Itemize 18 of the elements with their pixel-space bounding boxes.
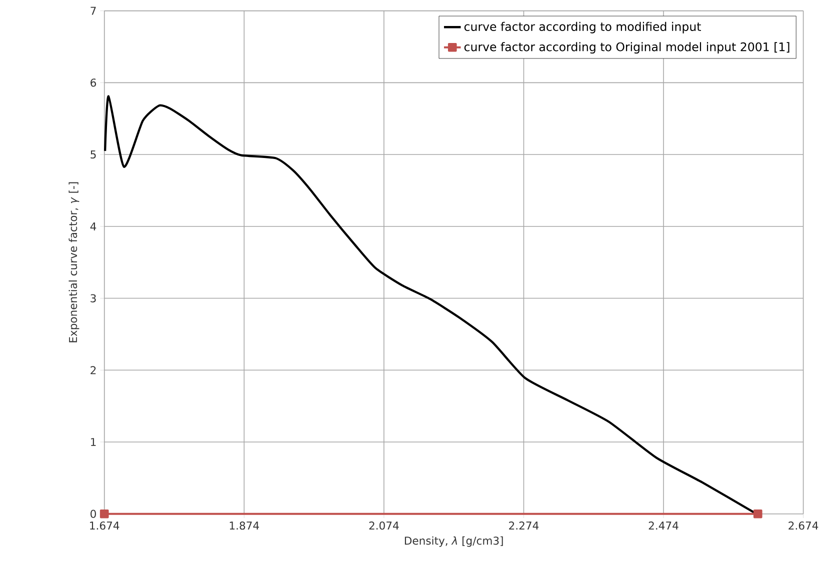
x-tick-label: 1.674	[90, 522, 120, 530]
legend-label: curve factor according to Original model input 2001 [1]	[464, 42, 790, 54]
x-tick-label: 2.474	[648, 522, 678, 530]
legend-label: curve factor according to modified input	[464, 22, 701, 34]
x-tick-label: 2.674	[788, 522, 818, 530]
y-tick-label: 2	[90, 366, 96, 374]
x-tick-label: 1.874	[230, 522, 259, 530]
y-tick-label: 3	[90, 294, 96, 303]
x-axis-title: Density, λ [g/cm3]	[404, 536, 503, 547]
x-tick-label: 2.274	[509, 522, 539, 530]
x-tick-label: 2.074	[369, 522, 399, 530]
y-tick-label: 7	[90, 7, 96, 15]
y-axis-title: Exponential curve factor, γ [-]	[68, 182, 80, 342]
y-tick-label: 6	[90, 78, 96, 87]
y-tick-label: 1	[91, 438, 96, 446]
y-tick-label: 0	[90, 510, 96, 518]
y-tick-label: 5	[90, 150, 96, 159]
y-tick-label: 4	[90, 222, 96, 230]
